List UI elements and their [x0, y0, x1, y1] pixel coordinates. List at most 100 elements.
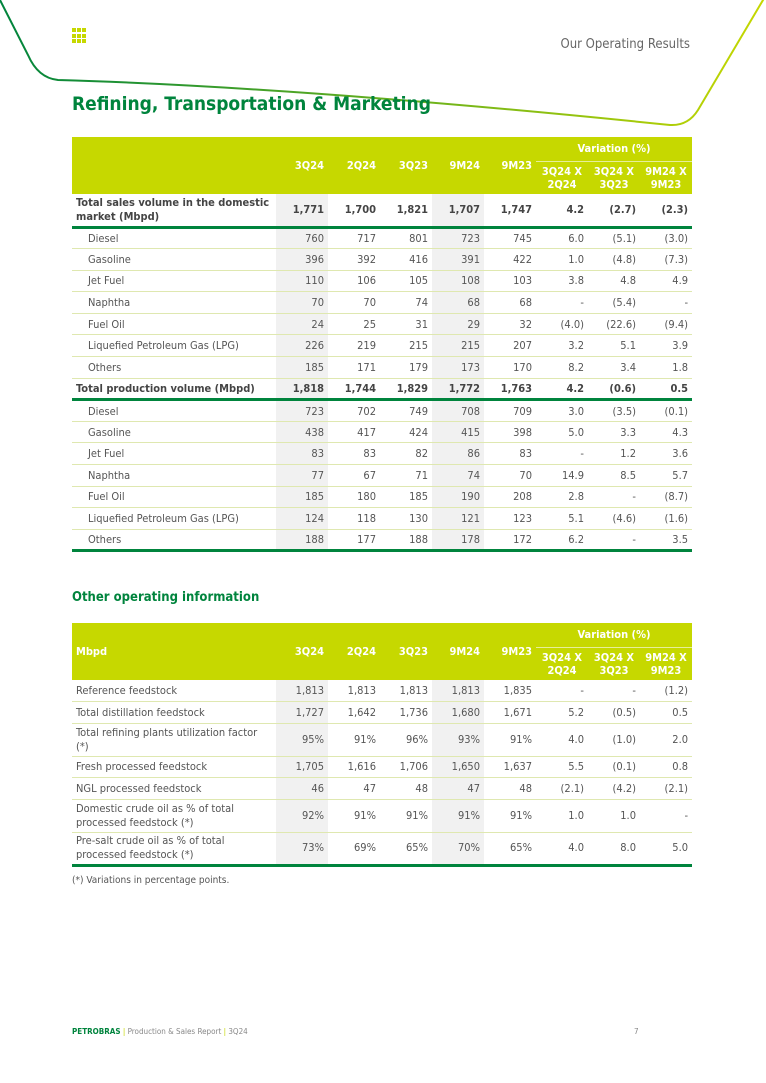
cell-value: 1,829: [380, 378, 432, 402]
cell-value: 77: [276, 464, 328, 487]
table-row: Total distillation feedstock 1,727 1,642 1,…: [72, 701, 693, 724]
cell-value: 1,680: [432, 701, 484, 724]
row-label: Naphtha: [72, 464, 276, 487]
row-label: Diesel: [72, 227, 276, 250]
cell-value: 14.9: [536, 464, 588, 487]
cell-value: 83: [484, 442, 536, 466]
cell-value: 207: [484, 334, 536, 358]
column-header: 3Q23: [380, 137, 432, 194]
cell-value: 65%: [484, 832, 536, 867]
cell-value: 749: [380, 399, 432, 422]
row-label: Reference feedstock: [72, 680, 276, 703]
table-row: Total sales volume in the domestic marke…: [72, 194, 693, 229]
cell-value: 1,707: [432, 194, 484, 229]
row-label: Pre-salt crude oil as % of total process…: [72, 832, 276, 867]
cell-value: -: [640, 291, 693, 314]
cell-value: 392: [328, 248, 380, 271]
cell-value: 5.0: [536, 421, 588, 444]
cell-value: 717: [328, 227, 380, 250]
column-header: 9M24: [432, 623, 484, 680]
column-header: 9M24: [432, 137, 484, 194]
cell-value: 93%: [432, 723, 484, 757]
cell-value: 47: [328, 777, 380, 800]
cell-value: (2.7): [588, 194, 640, 229]
cell-value: -: [536, 291, 588, 314]
row-label: Others: [72, 529, 276, 553]
table-row: Total refining plants utilization factor…: [72, 723, 693, 757]
cell-value: (0.6): [588, 378, 640, 402]
table-row: Liquefied Petroleum Gas (LPG) 226 219 215 21…: [72, 334, 693, 358]
cell-value: 702: [328, 399, 380, 422]
cell-value: 185: [276, 356, 328, 379]
cell-value: 396: [276, 248, 328, 271]
cell-value: 4.2: [536, 378, 588, 402]
row-label: Total refining plants utilization factor…: [72, 723, 276, 757]
table-row: Naphtha 77 67 71 74 70 14.9 8.5 5.7: [72, 464, 693, 487]
table-row: Gasoline 438 417 424 415 398 5.0 3.3 4.3: [72, 421, 693, 444]
variation-header: Variation (%): [536, 623, 693, 648]
cell-value: 1,744: [328, 378, 380, 402]
cell-value: 5.1: [536, 507, 588, 530]
cell-value: 708: [432, 399, 484, 422]
cell-value: 46: [276, 777, 328, 800]
cell-value: 5.1: [588, 334, 640, 358]
cell-value: 1,835: [484, 680, 536, 703]
row-label: Jet Fuel: [72, 442, 276, 466]
cell-value: 173: [432, 356, 484, 379]
table-row: NGL processed feedstock 46 47 48 47 48 (2.1) (4…: [72, 777, 693, 800]
cell-value: 5.0: [640, 832, 693, 867]
cell-value: 190: [432, 486, 484, 509]
cell-value: 3.9: [640, 334, 693, 358]
variation-column-header: 9M24 X 9M23: [640, 647, 693, 680]
cell-value: 70: [276, 291, 328, 314]
cell-value: (1.0): [588, 723, 640, 757]
cell-value: 178: [432, 529, 484, 553]
cell-value: 69%: [328, 832, 380, 867]
cell-value: 4.2: [536, 194, 588, 229]
row-label: Liquefied Petroleum Gas (LPG): [72, 507, 276, 530]
cell-value: (22.6): [588, 313, 640, 336]
column-header: 3Q24: [276, 137, 328, 194]
logo-grid-icon: [72, 28, 88, 44]
cell-value: (0.5): [588, 701, 640, 724]
table-row: Naphtha 70 70 74 68 68- (5.4) -: [72, 291, 693, 314]
cell-value: (4.8): [588, 248, 640, 271]
cell-value: 70: [328, 291, 380, 314]
column-header: 9M23: [484, 623, 536, 680]
cell-value: 70%: [432, 832, 484, 867]
cell-value: 48: [484, 777, 536, 800]
table-row: Fuel Oil 185 180 185 190 208 2.8- (8.7): [72, 486, 693, 509]
footnote: (*) Variations in percentage points.: [72, 875, 230, 886]
table-row: Diesel 723 702 749 708 709 3.0 (3.5) (0.1): [72, 399, 693, 422]
cell-value: 47: [432, 777, 484, 800]
row-label: NGL processed feedstock: [72, 777, 276, 800]
cell-value: 4.0: [536, 832, 588, 867]
cell-value: 103: [484, 270, 536, 293]
table-row: Fresh processed feedstock 1,705 1,616 1,706…: [72, 756, 693, 779]
cell-value: 1.0: [588, 799, 640, 833]
cell-value: 171: [328, 356, 380, 379]
cell-value: 709: [484, 399, 536, 422]
variation-column-header: 3Q24 X 2Q24: [536, 647, 588, 680]
cell-value: 83: [328, 442, 380, 466]
section-name: Our Operating Results: [560, 37, 691, 52]
cell-value: 124: [276, 507, 328, 530]
cell-value: -: [588, 529, 640, 553]
footer-report: Production & Sales Report: [127, 1027, 222, 1036]
cell-value: (3.0): [640, 227, 693, 250]
variation-column-header: 9M24 X 9M23: [640, 161, 693, 194]
cell-value: 723: [432, 227, 484, 250]
cell-value: 422: [484, 248, 536, 271]
cell-value: 1,700: [328, 194, 380, 229]
cell-value: 31: [380, 313, 432, 336]
cell-value: 118: [328, 507, 380, 530]
cell-value: 25: [328, 313, 380, 336]
cell-value: 6.2: [536, 529, 588, 553]
cell-value: 1,706: [380, 756, 432, 779]
cell-value: 67: [328, 464, 380, 487]
cell-value: 1.2: [588, 442, 640, 466]
cell-value: 801: [380, 227, 432, 250]
cell-value: 180: [328, 486, 380, 509]
cell-value: -: [588, 680, 640, 703]
